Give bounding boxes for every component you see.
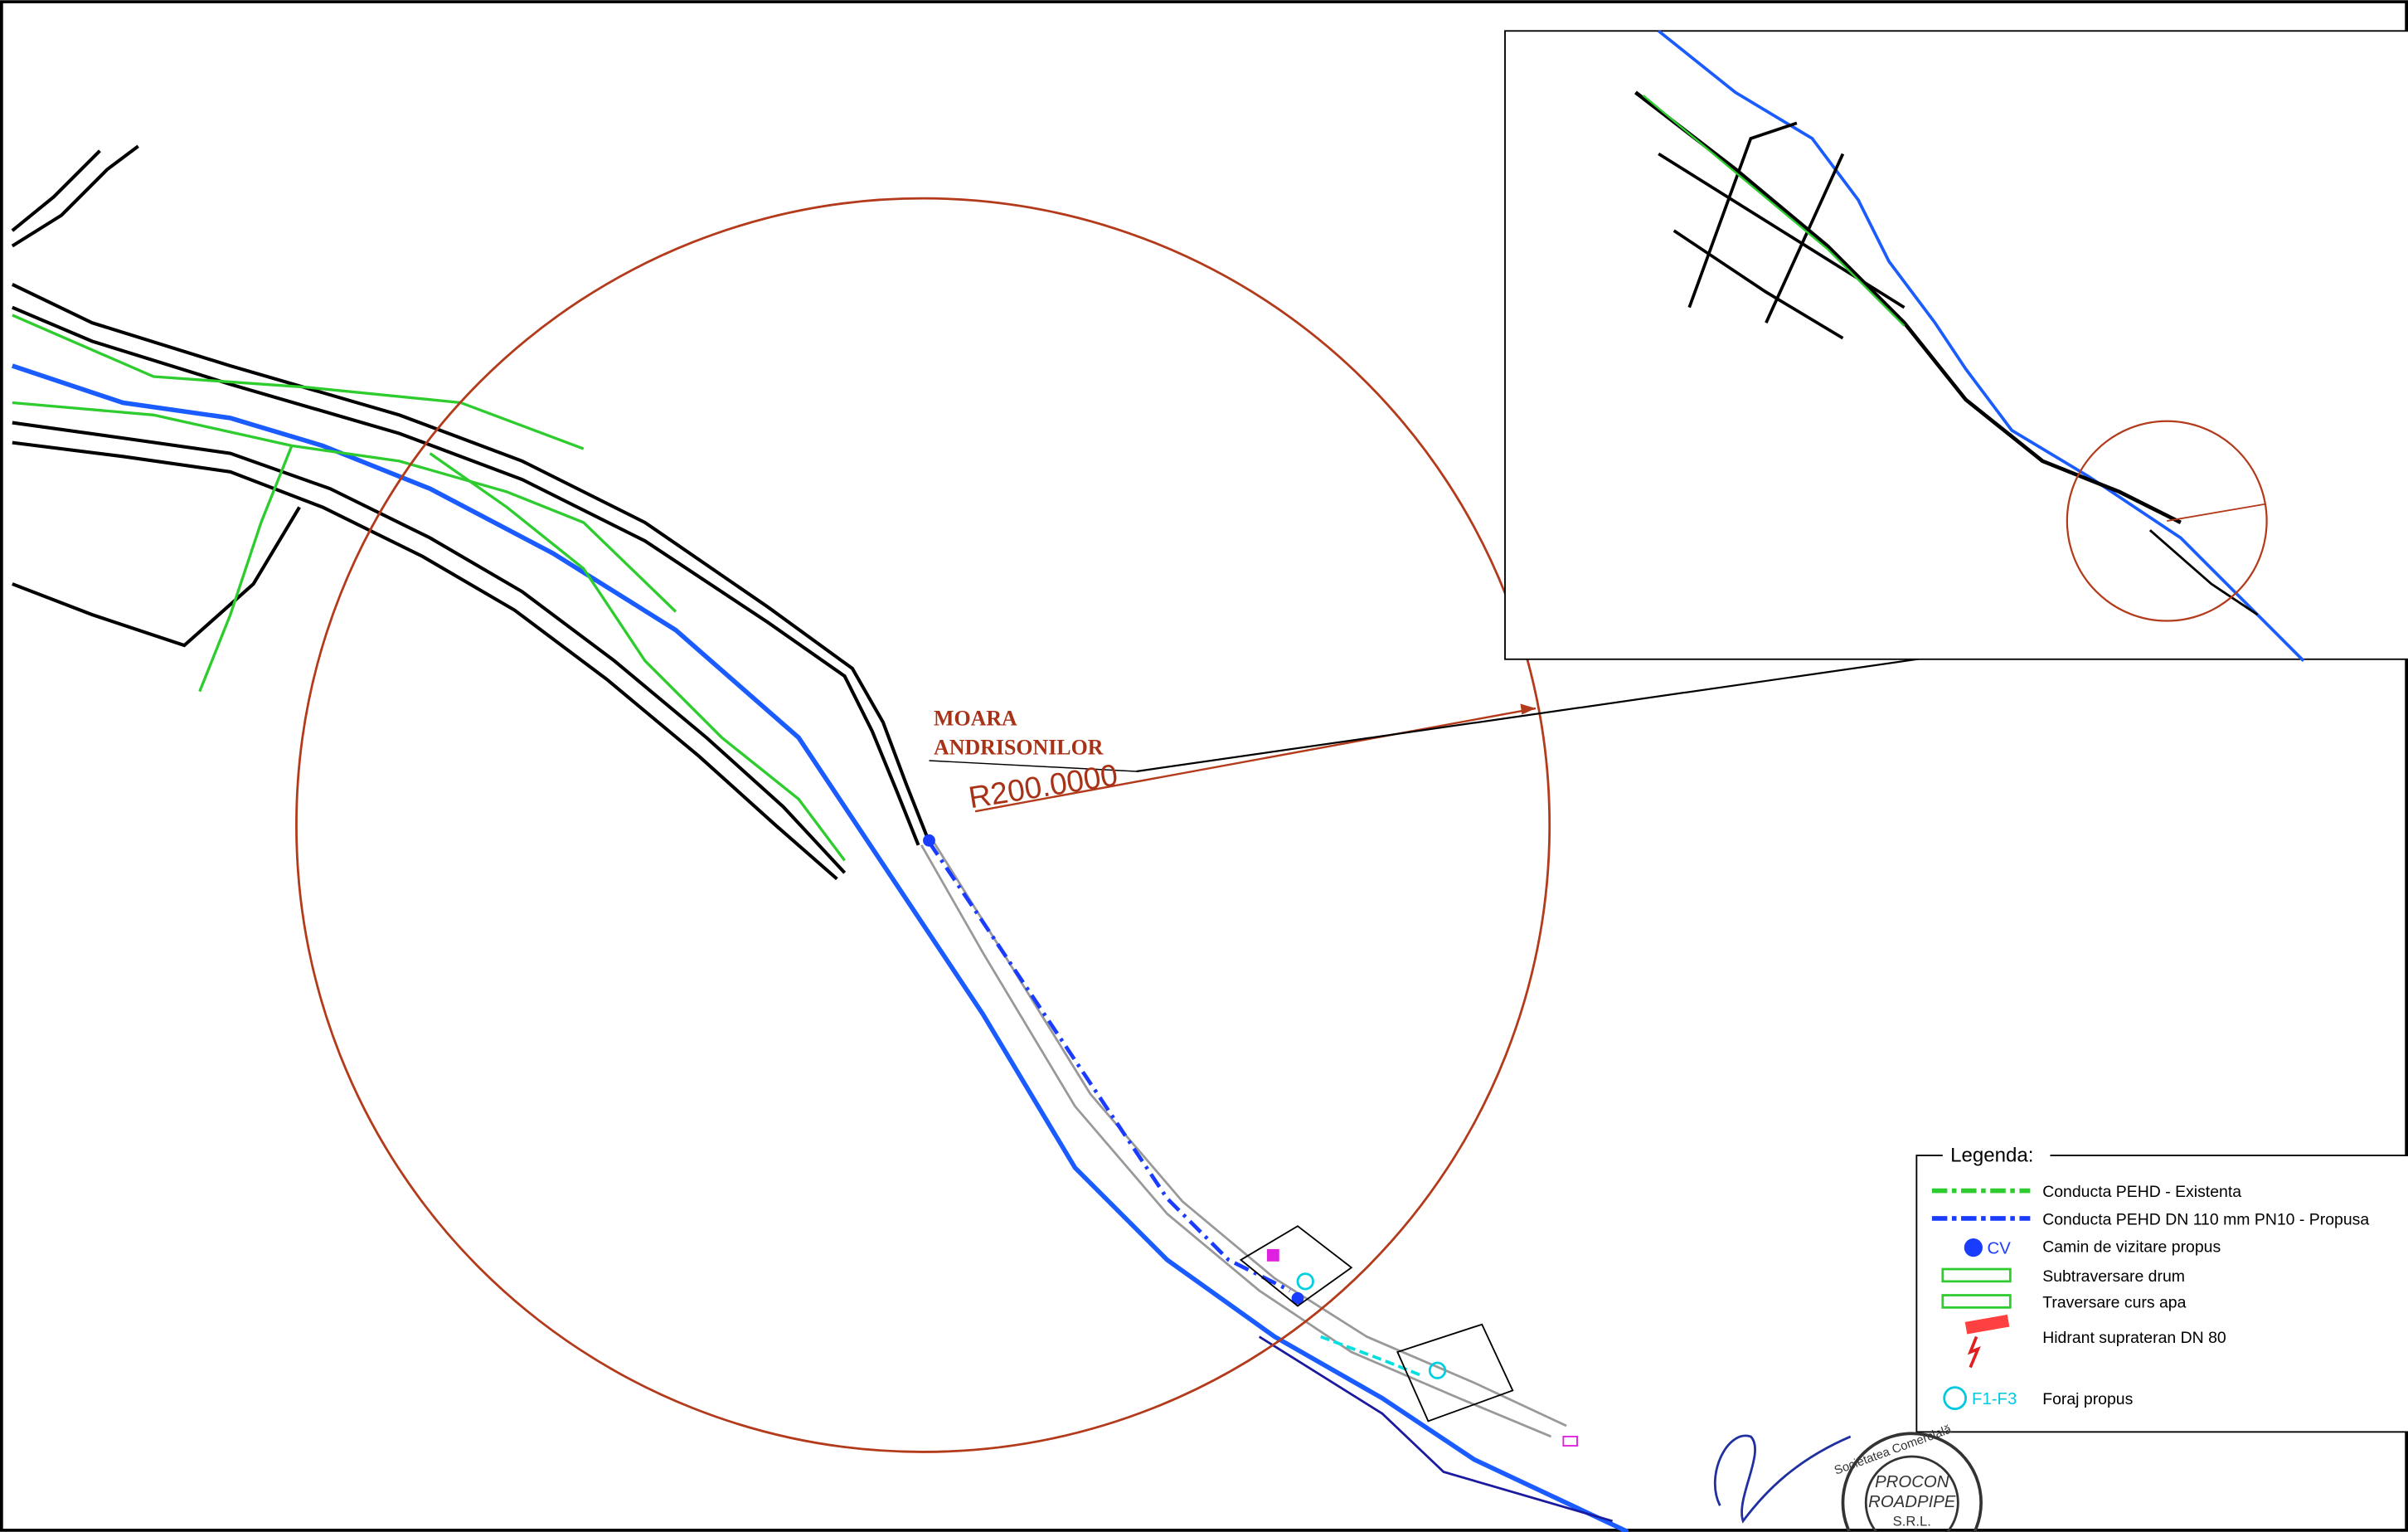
stamp-text: PROCON — [1875, 1473, 1949, 1491]
legend-label: Hidrant suprateran DN 80 — [2042, 1329, 2226, 1347]
legend-label: Camin de vizitare propus — [2042, 1238, 2221, 1257]
page: MOARA ANDRISONILOR R200.0000 Legenda: Co… — [0, 0, 2408, 1532]
stamp-text: S.R.L. — [1893, 1513, 1931, 1529]
stamp-text: ROADPIPE — [1868, 1493, 1956, 1511]
legend-label: Subtraversare drum — [2042, 1267, 2185, 1286]
legend-label: Traversare curs apa — [2042, 1293, 2186, 1311]
inset-frame — [1505, 31, 2408, 659]
legend-symbol-label: CV — [1988, 1240, 2012, 1258]
legend-label: Conducta PEHD - Existenta — [2042, 1183, 2241, 1201]
map-sheet: MOARA ANDRISONILOR R200.0000 Legenda: Co… — [0, 0, 2408, 1532]
legend: Legenda: Conducta PEHD - Existenta Condu… — [1916, 1140, 2408, 1432]
marker — [1267, 1249, 1279, 1262]
place-label: ANDRISONILOR — [934, 736, 1104, 760]
legend-title: Legenda: — [1950, 1144, 2033, 1166]
legend-symbol — [1964, 1238, 1983, 1257]
legend-label: Foraj propus — [2042, 1390, 2133, 1408]
place-label: MOARA — [934, 706, 1017, 730]
manhole — [923, 834, 935, 847]
legend-symbol-label: F1-F3 — [1972, 1390, 2017, 1408]
legend-label: Conducta PEHD DN 110 mm PN10 - Propusa — [2042, 1210, 2369, 1228]
